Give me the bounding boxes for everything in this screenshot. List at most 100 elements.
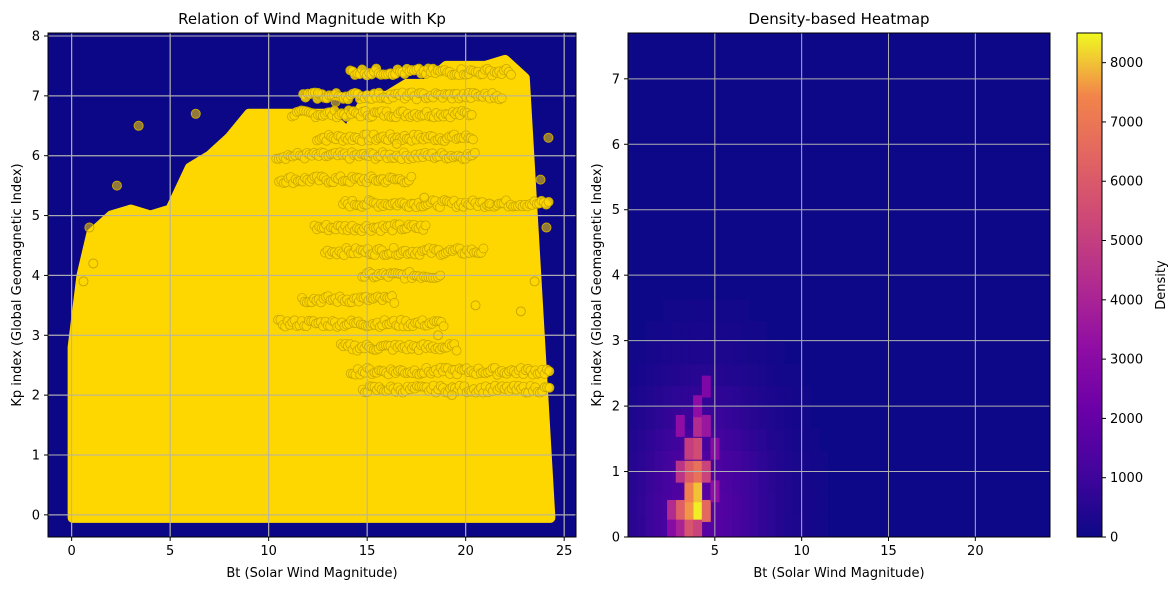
heatmap-cell <box>628 364 637 387</box>
scatter-y-axis-label: Kp index (Global Geomagnetic Index) <box>10 163 25 406</box>
heatmap-cell <box>636 515 646 537</box>
heatmap-cell <box>801 429 811 451</box>
heatmap-cell <box>675 500 685 522</box>
heatmap-cell <box>819 450 829 473</box>
heatmap-cell <box>636 407 646 430</box>
scatter-y-tick-label: 2 <box>32 389 40 404</box>
heatmap-cell <box>758 321 768 343</box>
heatmap-cell <box>675 519 685 537</box>
heatmap-cell <box>671 385 681 408</box>
heatmap-cell <box>636 450 646 473</box>
heatmap-cell <box>688 299 698 322</box>
heatmap-cell <box>784 385 794 408</box>
heatmap-cell <box>654 407 664 430</box>
heatmap-cell <box>645 321 655 343</box>
heatmap-cell <box>749 515 759 537</box>
heatmap-grid <box>628 33 1050 538</box>
heatmap-cell <box>732 385 742 408</box>
heatmap-cell <box>784 493 794 516</box>
heatmap-chart: Density-based Heatmap 5 10 15 20 0 1 2 3 4 5 6 7 B… <box>590 10 1051 581</box>
heatmap-cell <box>636 364 646 387</box>
heatmap-cell <box>645 407 655 430</box>
heatmap-cell <box>693 519 703 537</box>
heatmap-cell <box>775 364 785 387</box>
heatmap-cell <box>662 364 672 387</box>
scatter-point <box>451 345 462 356</box>
heatmap-cell <box>775 515 785 537</box>
heatmap-cell <box>662 321 672 343</box>
heatmap-cell <box>723 493 733 516</box>
heatmap-cell <box>706 364 716 387</box>
heatmap-cell <box>654 472 664 495</box>
heatmap-cell <box>654 429 664 451</box>
heatmap-x-tick-label: 15 <box>880 544 897 559</box>
heatmap-cell <box>775 342 785 365</box>
heatmap-cell <box>758 429 768 451</box>
heatmap-cell <box>723 299 733 322</box>
heatmap-cell <box>654 493 664 516</box>
scatter-y-tick-label: 3 <box>32 329 40 344</box>
scatter-point <box>506 69 516 80</box>
heatmap-cell <box>662 299 672 322</box>
heatmap-cell <box>662 429 672 451</box>
heatmap-cell <box>784 407 794 430</box>
heatmap-cell <box>784 450 794 473</box>
heatmap-cell <box>810 493 820 516</box>
heatmap-cell <box>697 364 707 387</box>
heatmap-cell <box>819 472 829 495</box>
heatmap-cell <box>654 515 664 537</box>
heatmap-y-tick-label: 4 <box>612 269 620 284</box>
heatmap-cell <box>740 342 750 365</box>
heatmap-cell <box>684 500 694 522</box>
heatmap-x-tick-label: 5 <box>711 544 719 559</box>
heatmap-cell <box>671 321 681 343</box>
scatter-y-tick-label: 6 <box>32 149 40 164</box>
heatmap-axes-frame <box>627 32 1051 538</box>
heatmap-y-tick-label: 6 <box>612 138 620 153</box>
heatmap-cell <box>667 519 677 537</box>
scatter-x-tick-label: 25 <box>556 544 573 559</box>
colorbar-tick-label: 4000 <box>1110 293 1143 308</box>
heatmap-cell <box>628 493 637 516</box>
heatmap-cell <box>628 429 637 451</box>
heatmap-cell <box>740 450 750 473</box>
heatmap-cell <box>671 429 681 451</box>
heatmap-cell <box>732 299 742 322</box>
scatter-point <box>466 109 477 120</box>
heatmap-cell <box>645 450 655 473</box>
scatter-chart-title: Relation of Wind Magnitude with Kp <box>178 10 446 28</box>
scatter-point <box>406 171 417 182</box>
heatmap-cell <box>810 450 820 473</box>
scatter-axes-frame <box>47 32 577 538</box>
heatmap-cell <box>706 299 716 322</box>
heatmap-cell <box>784 364 794 387</box>
heatmap-cell <box>680 364 690 387</box>
scatter-x-tick-label: 0 <box>68 544 76 559</box>
scatter-point <box>111 180 122 191</box>
heatmap-x-axis-label: Bt (Solar Wind Magnitude) <box>753 566 924 581</box>
scatter-y-tick-label: 1 <box>32 448 40 463</box>
heatmap-cell <box>723 407 733 430</box>
heatmap-cell <box>628 385 637 408</box>
scatter-point <box>88 258 99 269</box>
heatmap-cell <box>645 385 655 408</box>
heatmap-y-tick-label: 2 <box>612 400 620 415</box>
heatmap-cell <box>684 437 694 460</box>
heatmap-cell <box>792 407 802 430</box>
scatter-y-tick-label: 8 <box>32 29 40 44</box>
scatter-y-tick-label: 5 <box>32 209 40 224</box>
heatmap-cell <box>667 500 677 522</box>
heatmap-cell <box>775 472 785 495</box>
heatmap-cell <box>706 515 716 537</box>
heatmap-cell <box>810 472 820 495</box>
heatmap-cell <box>766 407 776 430</box>
heatmap-cell <box>740 364 750 387</box>
heatmap-cell <box>749 321 759 343</box>
heatmap-cell <box>701 375 711 398</box>
scatter-point <box>389 298 400 308</box>
colorbar-tick-label: 2000 <box>1110 412 1143 427</box>
heatmap-cell <box>758 385 768 408</box>
heatmap-cell <box>775 450 785 473</box>
heatmap-cell <box>775 385 785 408</box>
heatmap-cell <box>740 299 750 322</box>
